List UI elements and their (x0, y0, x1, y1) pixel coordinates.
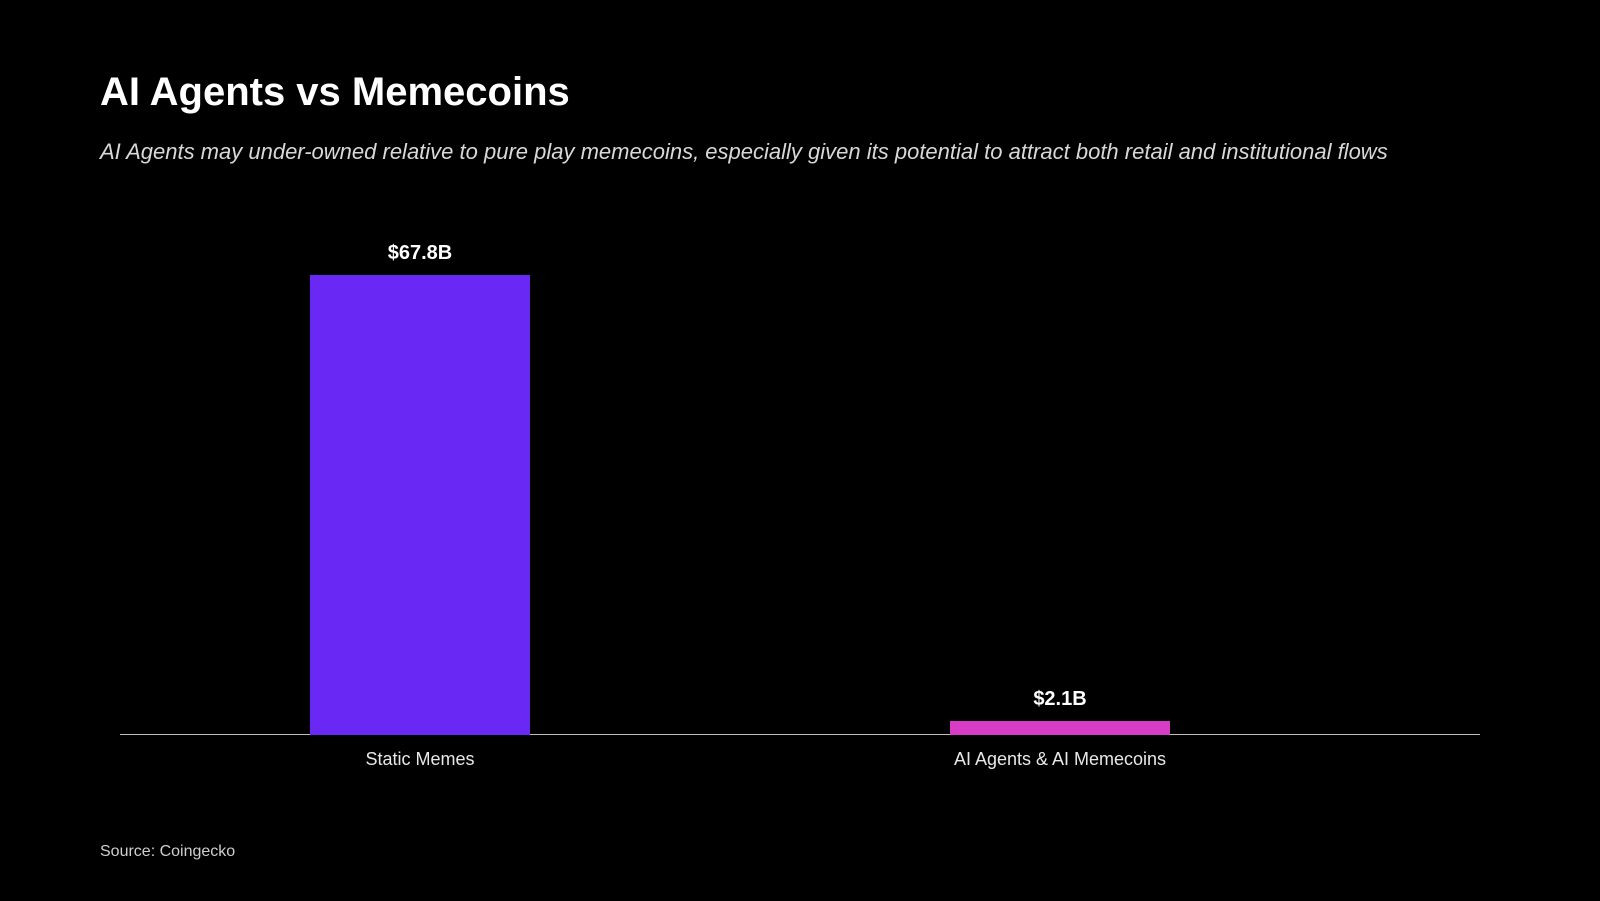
bar-value-label: $67.8B (388, 242, 453, 265)
chart-area: $67.8BStatic Memes$2.1BAI Agents & AI Me… (120, 245, 1480, 775)
bar-group: $67.8BStatic Memes (310, 242, 530, 735)
source-attribution: Source: Coingecko (100, 843, 235, 861)
slide-container: AI Agents vs Memecoins AI Agents may und… (0, 0, 1600, 901)
bar (950, 721, 1170, 735)
bar-category-label: AI Agents & AI Memecoins (954, 749, 1166, 770)
chart-subtitle: AI Agents may under-owned relative to pu… (100, 139, 1500, 165)
bar-value-label: $2.1B (1033, 688, 1086, 711)
chart-title: AI Agents vs Memecoins (100, 70, 1500, 115)
bar (310, 275, 530, 735)
bar-group: $2.1BAI Agents & AI Memecoins (950, 688, 1170, 735)
bar-category-label: Static Memes (365, 749, 474, 770)
